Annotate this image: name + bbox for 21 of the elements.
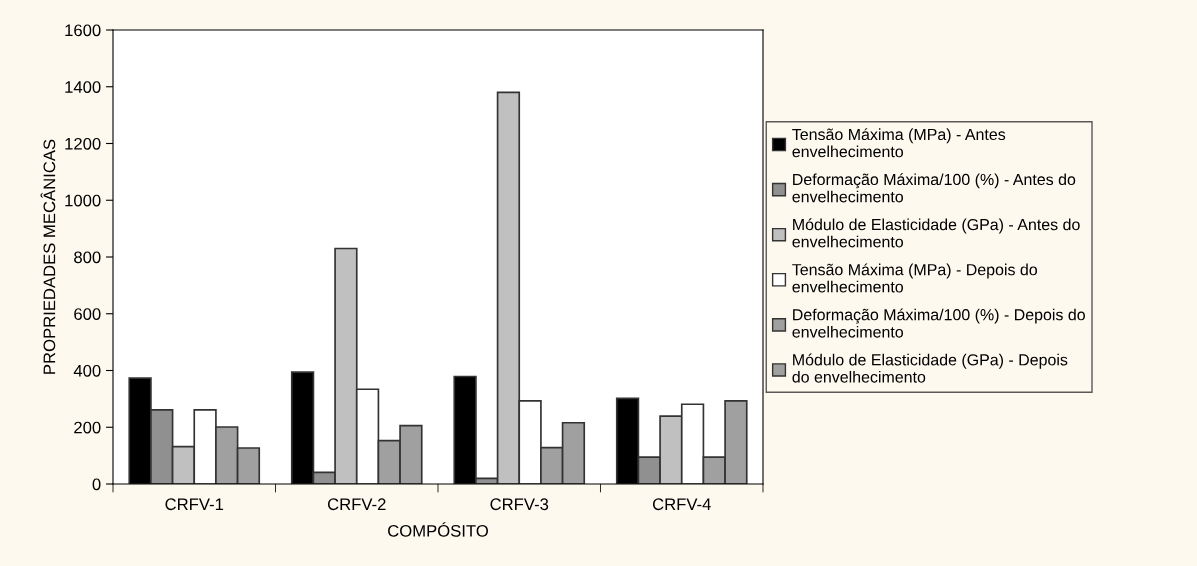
y-tick-label: 1400 [65, 81, 101, 93]
x-tick-label: CRFV-4 [652, 498, 711, 511]
x-axis-title: COMPÓSITO [388, 522, 488, 537]
x-tick-label: CRFV-2 [327, 498, 386, 511]
y-tick-label: 800 [74, 251, 101, 264]
y-tick-label: 1000 [65, 194, 101, 207]
x-tick-label: CRFV-1 [165, 498, 224, 511]
y-tick-label: 200 [74, 421, 101, 434]
legend-label: Módulo de Elasticidade (GPa) - Depois do envelhecimento [792, 353, 1068, 383]
y-tick-label: 0 [92, 478, 101, 491]
x-tick-label: CRFV-3 [490, 498, 549, 511]
legend-label: Módulo de Elasticidade (GPa) - Antes do envelhecimento [792, 218, 1080, 248]
legend-label: Deformação Máxima/100 (%) - Antes do envelhecimento [792, 173, 1076, 203]
y-tick-label: 1600 [65, 24, 101, 37]
legend-label: Deformação Máxima/100 (%) - Depois do envelhecimento [792, 308, 1085, 338]
y-tick-label: 1200 [65, 137, 101, 150]
legend-label: Tensão Máxima (MPa) - Depois do envelhecimento [792, 263, 1038, 293]
y-tick-label: 400 [73, 364, 101, 377]
y-axis-title: PROPRIEDADES MECÂNICAS [40, 139, 56, 374]
y-tick-label: 600 [74, 308, 101, 320]
legend-label: Tensão Máxima (MPa) - Antes envelhecimento [792, 128, 1006, 158]
